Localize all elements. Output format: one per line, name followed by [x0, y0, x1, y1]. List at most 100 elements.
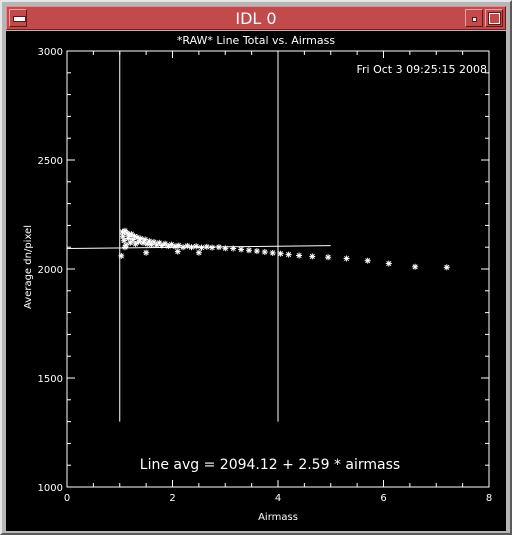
asterisk-stroke: [254, 248, 260, 254]
asterisk-stroke: [296, 252, 302, 259]
asterisk-stroke: [151, 239, 157, 245]
asterisk-stroke: [216, 244, 222, 250]
asterisk-stroke: [246, 247, 252, 253]
title-bar[interactable]: IDL 0: [6, 6, 506, 30]
asterisk-stroke: [134, 234, 140, 240]
data-point: [193, 243, 200, 250]
asterisk-stroke: [204, 244, 210, 250]
asterisk-stroke: [262, 249, 268, 255]
data-point: [364, 257, 371, 264]
asterisk-stroke: [444, 264, 450, 270]
data-point: [269, 249, 276, 256]
asterisk-stroke: [128, 231, 134, 237]
data-point: [128, 231, 135, 238]
data-point: [261, 249, 268, 255]
asterisk-stroke: [140, 240, 146, 246]
asterisk-stroke: [172, 243, 178, 249]
data-point: [143, 249, 150, 256]
data-point: [222, 245, 229, 252]
data-point: [132, 240, 139, 247]
x-tick-label: 0: [64, 493, 70, 504]
minimize-button[interactable]: [465, 9, 483, 27]
asterisk-stroke: [120, 233, 126, 239]
asterisk-stroke: [222, 245, 228, 251]
data-point: [238, 246, 245, 253]
asterisk-stroke: [198, 245, 205, 251]
x-tick-label: 4: [275, 493, 281, 504]
data-point: [309, 253, 316, 260]
asterisk-stroke: [118, 253, 124, 259]
data-point: [285, 251, 292, 258]
data-point: [195, 249, 202, 256]
asterisk-stroke: [188, 244, 195, 250]
plot-canvas: *RAW* Line Total vs. Airmass Fri Oct 3 0…: [6, 31, 506, 531]
asterisk-stroke: [162, 241, 168, 247]
data-point: [296, 252, 303, 259]
asterisk-stroke: [286, 252, 292, 258]
asterisk-stroke: [175, 249, 181, 255]
window-title: IDL 0: [235, 9, 277, 28]
asterisk-stroke: [131, 233, 138, 239]
asterisk-stroke: [176, 242, 182, 249]
maximize-icon: [489, 13, 500, 24]
data-point: [174, 248, 181, 255]
minimize-icon: [472, 17, 477, 22]
asterisk-stroke: [156, 240, 162, 246]
asterisk-stroke: [143, 250, 149, 256]
data-point: [184, 242, 191, 249]
asterisk-stroke: [196, 250, 202, 256]
maximize-button[interactable]: [485, 9, 503, 27]
asterisk-stroke: [325, 254, 331, 260]
asterisk-stroke: [365, 258, 371, 264]
x-tick-label: 6: [380, 493, 386, 504]
x-tick-label: 8: [486, 493, 492, 504]
timestamp-label: Fri Oct 3 09:25:15 2008: [356, 63, 487, 76]
window-menu-button[interactable]: [9, 9, 27, 27]
asterisk-stroke: [309, 253, 315, 259]
data-point: [162, 240, 169, 247]
asterisk-stroke: [412, 264, 418, 270]
asterisk-stroke: [209, 245, 215, 251]
asterisk-stroke: [230, 245, 236, 252]
y-tick-label: 1500: [38, 374, 63, 385]
data-point: [203, 243, 210, 250]
data-point: [122, 244, 128, 251]
chart-svg: *RAW* Line Total vs. Airmass Fri Oct 3 0…: [23, 34, 492, 523]
data-point: [119, 233, 126, 240]
data-point: [246, 247, 252, 254]
data-marks: [66, 51, 450, 422]
data-point: [343, 255, 350, 262]
data-point: [253, 248, 260, 255]
asterisk-stroke: [168, 242, 174, 248]
y-tick-label: 3000: [38, 47, 63, 58]
asterisk-stroke: [146, 238, 152, 244]
asterisk-stroke: [278, 251, 284, 257]
chart-title: *RAW* Line Total vs. Airmass: [177, 34, 335, 47]
x-tick-label: 2: [169, 493, 175, 504]
data-point: [325, 254, 332, 261]
data-point: [151, 239, 157, 245]
asterisk-stroke: [193, 243, 199, 249]
data-point: [118, 252, 125, 259]
asterisk-stroke: [142, 237, 148, 243]
data-point: [230, 245, 237, 252]
asterisk-stroke: [386, 261, 392, 267]
data-point: [412, 263, 419, 270]
asterisk-stroke: [133, 241, 139, 247]
asterisk-stroke: [121, 238, 127, 244]
menu-bar-icon: [13, 16, 26, 22]
data-point: [209, 244, 216, 251]
data-point: [443, 264, 450, 271]
data-point: [198, 244, 205, 251]
y-tick-label: 2000: [38, 265, 63, 276]
y-axis-label: Average dn/pixel: [23, 225, 34, 309]
asterisk-stroke: [136, 239, 142, 245]
asterisk-stroke: [344, 255, 350, 262]
asterisk-stroke: [184, 243, 190, 249]
data-point: [215, 244, 222, 251]
data-point: [172, 243, 179, 250]
fit-annotation: Line avg = 2094.12 + 2.59 * airmass: [140, 457, 400, 473]
asterisk-stroke: [270, 250, 276, 256]
asterisk-stroke: [238, 246, 244, 252]
